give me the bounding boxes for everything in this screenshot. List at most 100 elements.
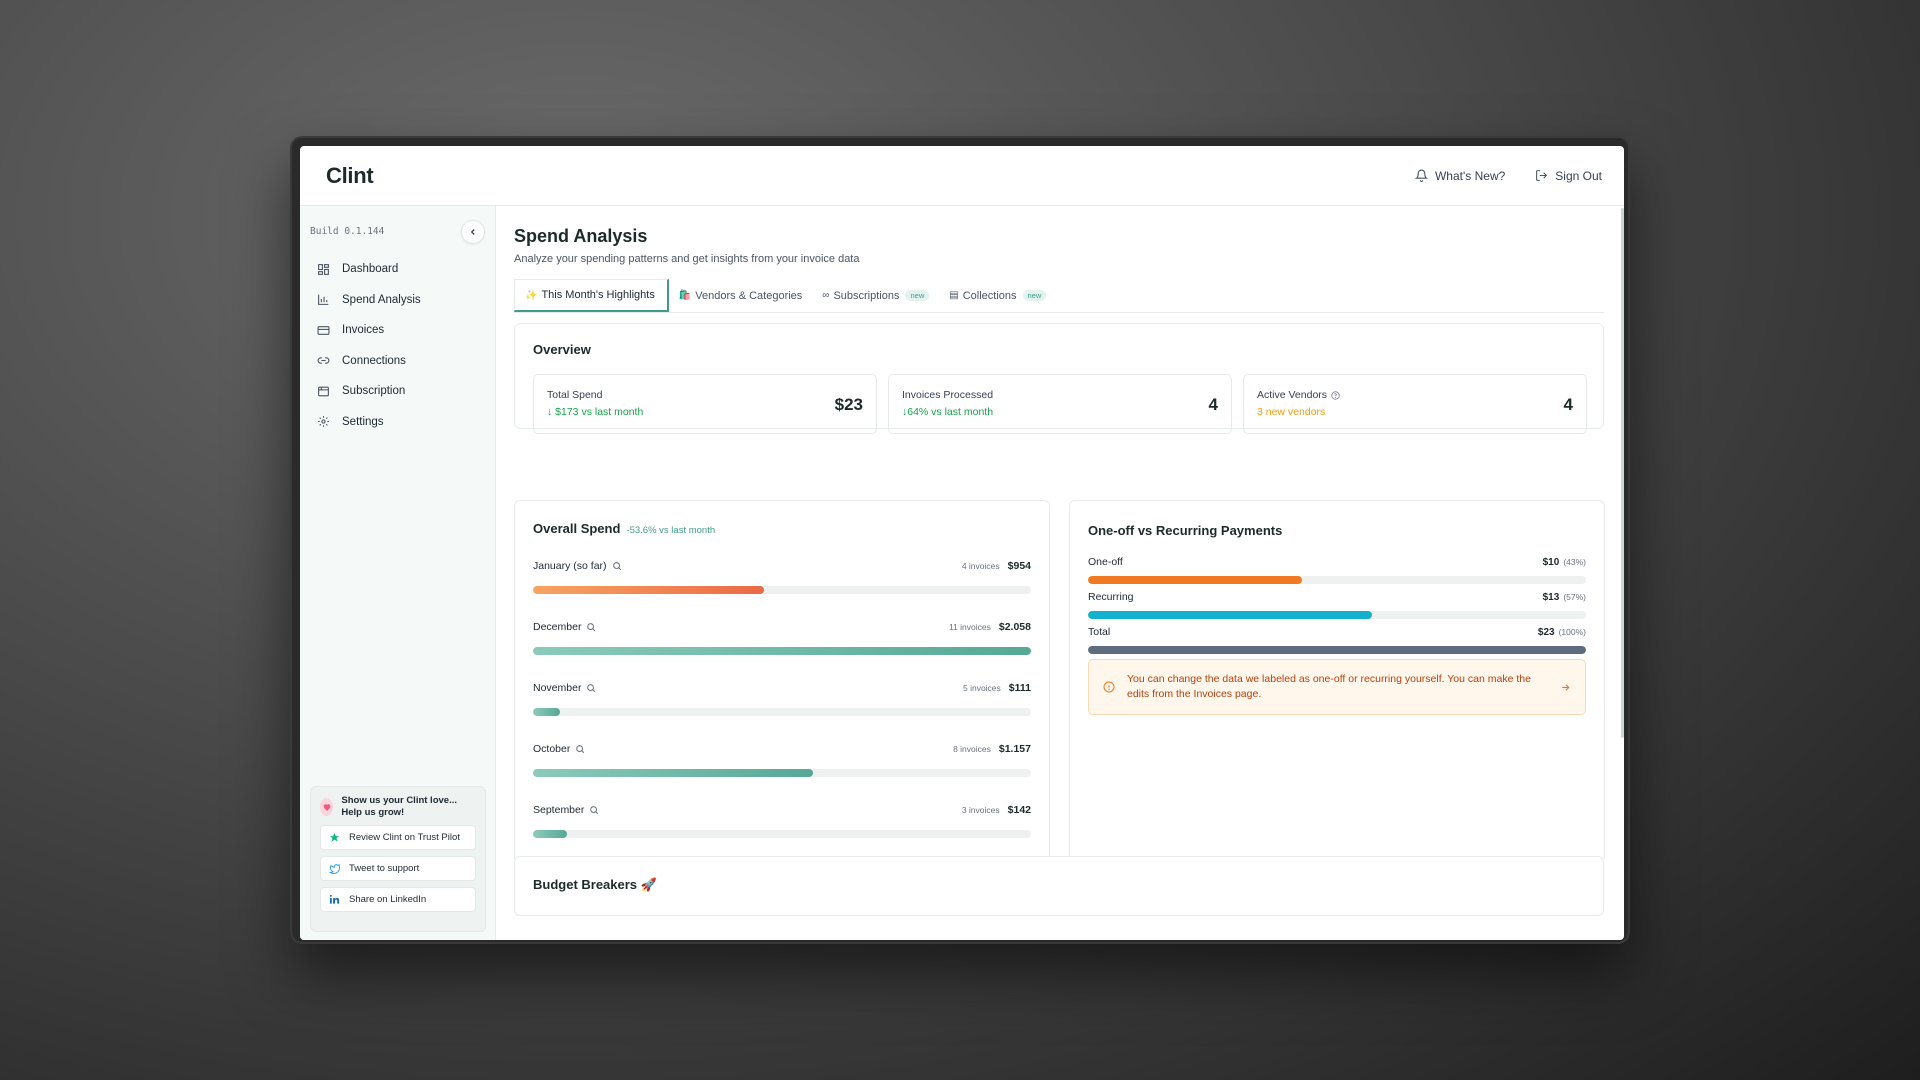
- tab-collections[interactable]: ▤ Collections new: [939, 279, 1056, 312]
- edit-notice: You can change the data we labeled as on…: [1088, 659, 1586, 715]
- bell-icon: [1414, 169, 1428, 182]
- tab-this-months-highlights[interactable]: ✨ This Month's Highlights: [514, 279, 669, 312]
- payments-title: One-off vs Recurring Payments: [1088, 523, 1283, 538]
- tab-vendors-categories[interactable]: 🛍️ Vendors & Categories: [669, 279, 812, 312]
- sparkles-icon: ✨: [525, 289, 538, 301]
- month-amount: $954: [1007, 560, 1031, 572]
- payment-amount: $13: [1542, 591, 1560, 603]
- search-icon[interactable]: [589, 805, 599, 815]
- month-row: November 5 invoices $111: [533, 681, 1031, 716]
- help-icon[interactable]: [1331, 390, 1340, 400]
- payment-bar-fill: [1088, 611, 1372, 619]
- whats-new-label: What's New?: [1434, 168, 1506, 183]
- tab-label: Subscriptions: [833, 289, 900, 302]
- month-bar-fill: [533, 830, 568, 838]
- month-row: December 11 invoices $2.058: [533, 620, 1031, 655]
- month-invoice-count: 8 invoices: [953, 744, 991, 754]
- month-amount: $111: [1008, 682, 1031, 694]
- linkedin-button[interactable]: Share on LinkedIn: [320, 887, 476, 912]
- sidebar-item-label: Dashboard: [342, 263, 399, 276]
- sidebar-item-label: Settings: [342, 415, 384, 428]
- month-bar-fill: [533, 586, 765, 594]
- sign-out-button[interactable]: Sign Out: [1535, 169, 1602, 183]
- month-bar-track: [533, 769, 1031, 777]
- wallet-icon: [318, 386, 329, 397]
- grid-icon: [318, 263, 329, 275]
- sidebar-item-label: Subscription: [342, 385, 406, 398]
- device-frame: Clint What's New? Sign Out Build 0.1.144: [290, 136, 1630, 944]
- sidebar-item-subscription[interactable]: Subscription: [310, 376, 486, 407]
- month-label: November: [533, 682, 582, 694]
- payment-row: One-off $10 (43%): [1088, 555, 1586, 584]
- payment-percent: (100%): [1558, 627, 1586, 637]
- month-invoice-count: 5 invoices: [962, 683, 1001, 693]
- overall-spend-title: Overall Spend: [533, 521, 621, 536]
- active-vendors-stat: Active Vendors 3 new vendors 4: [1243, 374, 1587, 434]
- month-bar-track: [533, 830, 1031, 838]
- search-icon[interactable]: [612, 561, 622, 571]
- notice-text: You can change the data we labeled as on…: [1127, 673, 1531, 700]
- search-icon[interactable]: [575, 744, 585, 754]
- month-name: November: [533, 682, 596, 694]
- overall-spend-change: -53.6% vs last month: [626, 525, 716, 536]
- invoices-processed-stat: Invoices Processed ↓64% vs last month 4: [888, 374, 1232, 434]
- month-invoice-count: 4 invoices: [961, 561, 1000, 571]
- stat-value: $23: [834, 395, 863, 414]
- arrow-right-icon[interactable]: [1560, 682, 1571, 693]
- month-name: December: [533, 621, 596, 633]
- payment-name: Total: [1088, 626, 1111, 638]
- collections-icon: ▤: [949, 290, 959, 301]
- month-label: September: [533, 804, 585, 816]
- twitter-icon: [329, 864, 340, 874]
- sign-out-label: Sign Out: [1555, 168, 1602, 183]
- sidebar-nav: Dashboard Spend Analysis Invoices Connec…: [310, 254, 486, 437]
- month-label: October: [533, 743, 571, 755]
- sidebar-item-dashboard[interactable]: Dashboard: [310, 254, 486, 285]
- collapse-sidebar-button[interactable]: [461, 220, 485, 244]
- payment-row: Recurring $13 (57%): [1088, 590, 1586, 619]
- search-icon[interactable]: [586, 622, 596, 632]
- search-icon[interactable]: [586, 683, 596, 693]
- chevron-left-icon: [470, 229, 475, 235]
- sidebar-item-connections[interactable]: Connections: [310, 346, 486, 377]
- scrollbar-thumb[interactable]: [1621, 208, 1624, 738]
- build-version: Build 0.1.144: [310, 226, 385, 237]
- tweet-button[interactable]: Tweet to support: [320, 856, 476, 881]
- stat-label: Active Vendors: [1257, 389, 1328, 401]
- stat-label: Invoices Processed: [902, 389, 994, 401]
- payment-bar-fill: [1088, 576, 1303, 584]
- payment-percent: (43%): [1563, 557, 1586, 567]
- tab-bar: ✨ This Month's Highlights 🛍️ Vendors & C…: [514, 279, 1604, 313]
- app-screen: Clint What's New? Sign Out Build 0.1.144: [300, 146, 1624, 940]
- heart-icon: [320, 798, 334, 816]
- overview-title: Overview: [533, 342, 591, 357]
- link-icon: [317, 357, 330, 364]
- trustpilot-label: Review Clint on Trust Pilot: [349, 832, 460, 843]
- tab-label: Vendors & Categories: [695, 289, 803, 302]
- sidebar-item-settings[interactable]: Settings: [310, 407, 486, 438]
- budget-breakers-card: Budget Breakers 🚀: [514, 856, 1604, 916]
- sidebar-item-spend-analysis[interactable]: Spend Analysis: [310, 285, 486, 316]
- promo-card: Show us your Clint love... Help us grow!…: [310, 786, 486, 932]
- month-amount: $2.058: [998, 621, 1031, 633]
- info-icon: [1103, 681, 1115, 693]
- star-icon: [329, 832, 340, 842]
- main-content: Spend Analysis Analyze your spending pat…: [497, 206, 1624, 940]
- payment-bar-track: [1088, 576, 1586, 584]
- whats-new-button[interactable]: What's New?: [1414, 168, 1506, 183]
- tab-subscriptions[interactable]: ∞ Subscriptions new: [812, 279, 939, 312]
- payment-amount: $23: [1537, 626, 1555, 638]
- gear-icon: [318, 416, 329, 428]
- stat-change: 3 new vendors: [1257, 406, 1326, 418]
- app-logo[interactable]: Clint: [326, 162, 374, 188]
- tweet-label: Tweet to support: [349, 863, 420, 874]
- stat-change: ↓ $173 vs last month: [547, 406, 644, 418]
- sidebar-item-invoices[interactable]: Invoices: [310, 315, 486, 346]
- trustpilot-button[interactable]: Review Clint on Trust Pilot: [320, 825, 476, 850]
- payment-bar-fill: [1088, 646, 1586, 654]
- payment-percent: (57%): [1563, 592, 1586, 602]
- stat-value: 4: [1208, 395, 1218, 414]
- budget-breakers-title: Budget Breakers 🚀: [533, 877, 657, 892]
- month-row: October 8 invoices $1.157: [533, 742, 1031, 777]
- new-badge: new: [1022, 290, 1047, 301]
